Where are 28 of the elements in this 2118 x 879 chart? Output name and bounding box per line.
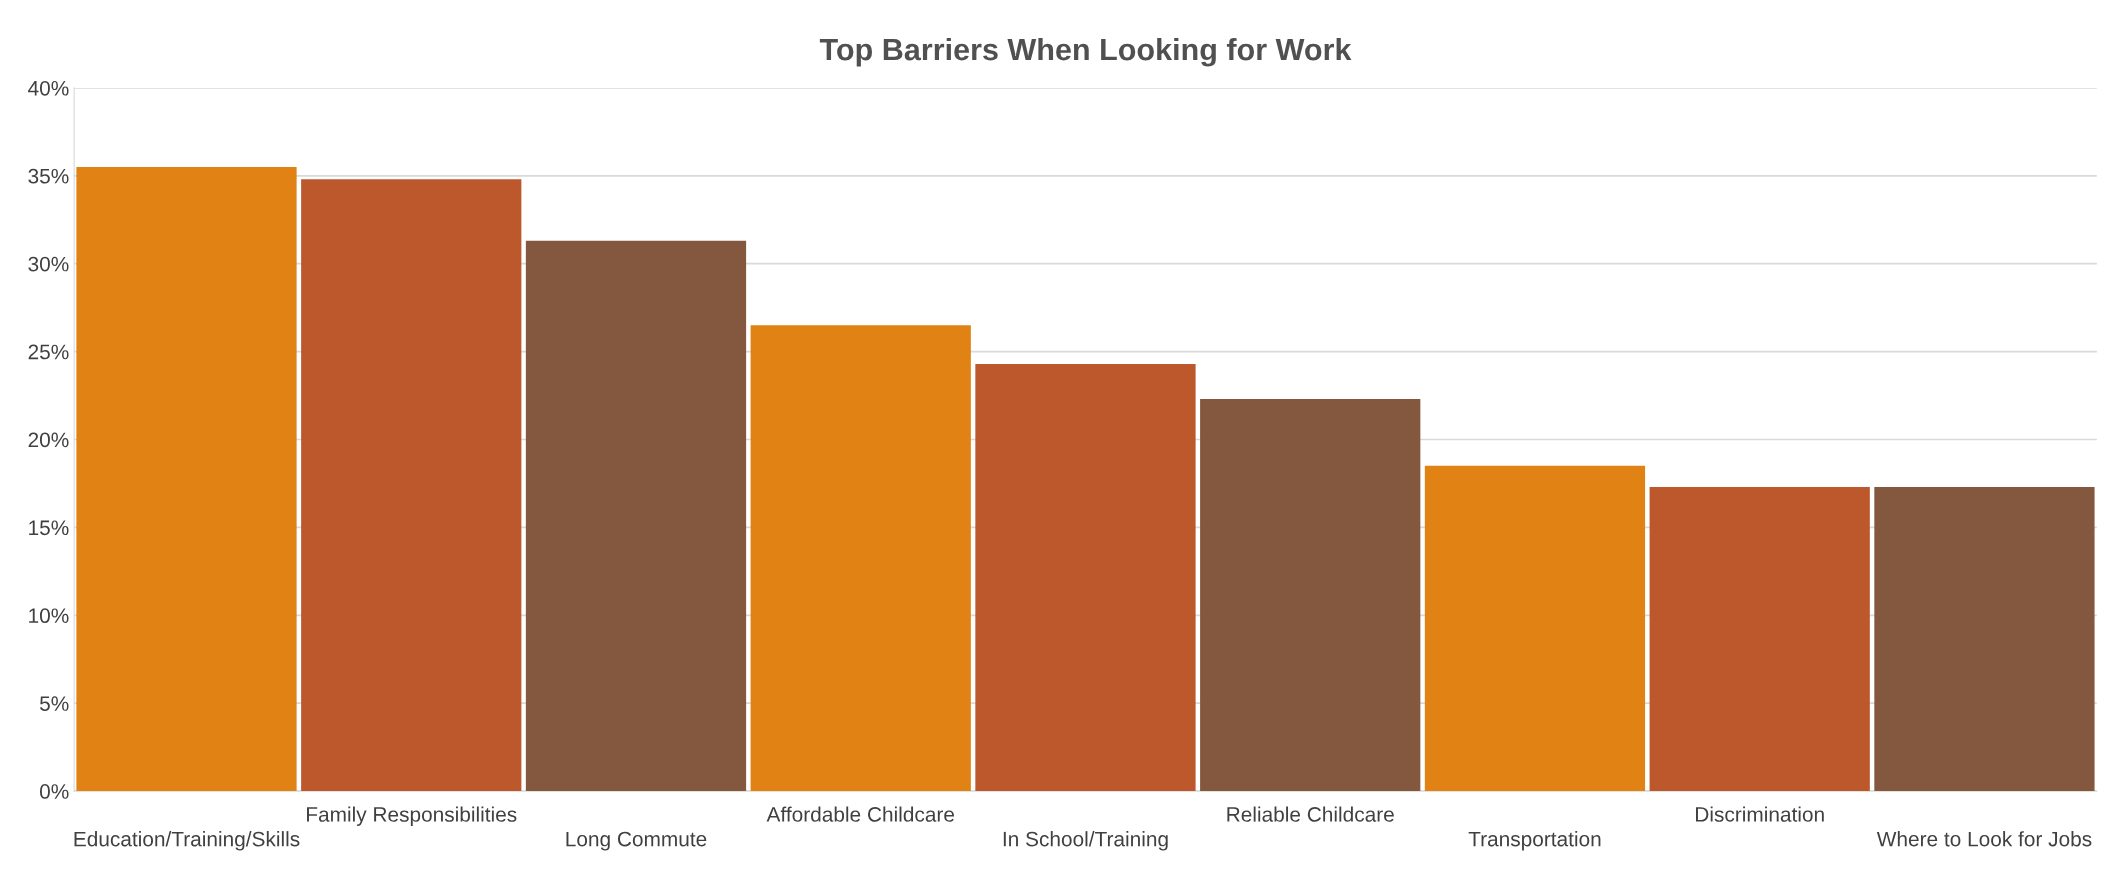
- x-tick-label: Affordable Childcare: [766, 806, 955, 822]
- bar: [1649, 486, 1870, 792]
- x-tick-label: Transportation: [1468, 831, 1601, 851]
- y-tick-label: 0%: [39, 784, 69, 799]
- bar: [975, 363, 1196, 792]
- bar: [1200, 399, 1421, 792]
- chart-title: Top Barriers When Looking for Work: [819, 37, 1352, 67]
- x-tick-label: Family Responsibilities: [307, 806, 517, 826]
- bar: [525, 240, 747, 792]
- y-tick-label: 40%: [28, 80, 69, 96]
- x-tick-label: Education/Training/Skills: [74, 831, 300, 851]
- bar: [750, 325, 971, 792]
- x-tick-label: In School/Training: [1003, 831, 1168, 851]
- y-tick-label: 35%: [28, 168, 69, 184]
- bar: [1424, 465, 1646, 792]
- y-tick-label: 10%: [29, 608, 69, 624]
- y-tick-label: 20%: [28, 432, 69, 448]
- y-tick-label: 15%: [29, 520, 69, 536]
- y-tick-label: 5%: [39, 696, 69, 711]
- bar: [1874, 486, 2095, 792]
- y-tick-label: 30%: [28, 256, 69, 272]
- x-tick-label: Discrimination: [1696, 806, 1824, 822]
- x-tick-label: Reliable Childcare: [1227, 806, 1394, 822]
- x-tick-label: Where to Look for Jobs: [1876, 831, 2092, 847]
- x-tick-label: Long Commute: [566, 831, 707, 851]
- bar: [301, 179, 522, 792]
- bar: [76, 167, 297, 792]
- y-tick-label: 25%: [28, 344, 69, 360]
